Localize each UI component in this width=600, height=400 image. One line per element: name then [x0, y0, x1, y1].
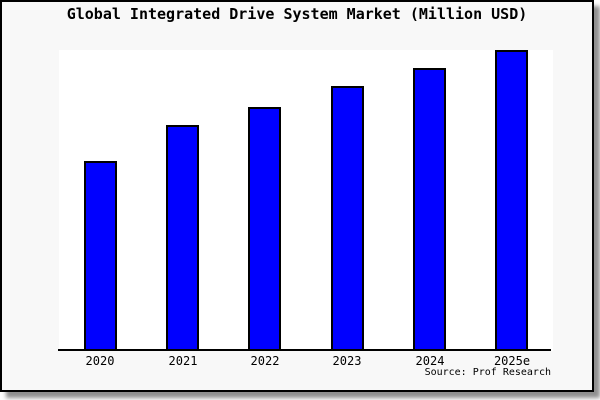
x-tick-label-2024: 2024 — [415, 354, 445, 368]
x-tick-label-2023: 2023 — [332, 354, 362, 368]
x-tick-label-2021: 2021 — [168, 354, 198, 368]
x-tick-label-2022: 2022 — [250, 354, 280, 368]
chart-title: Global Integrated Drive System Market (M… — [66, 5, 528, 23]
bar-2020 — [84, 161, 117, 351]
x-tick-label-2025e: 2025e — [493, 354, 531, 368]
bar-2023 — [331, 86, 364, 351]
bar-2024 — [413, 68, 446, 351]
plot-area — [59, 50, 553, 351]
bar-2025e — [495, 50, 528, 351]
bar-2022 — [248, 107, 281, 351]
x-axis-line — [58, 349, 551, 351]
x-tick-label-2020: 2020 — [85, 354, 115, 368]
bar-2021 — [166, 125, 199, 351]
source-credit: Source: Prof Research — [424, 367, 551, 378]
